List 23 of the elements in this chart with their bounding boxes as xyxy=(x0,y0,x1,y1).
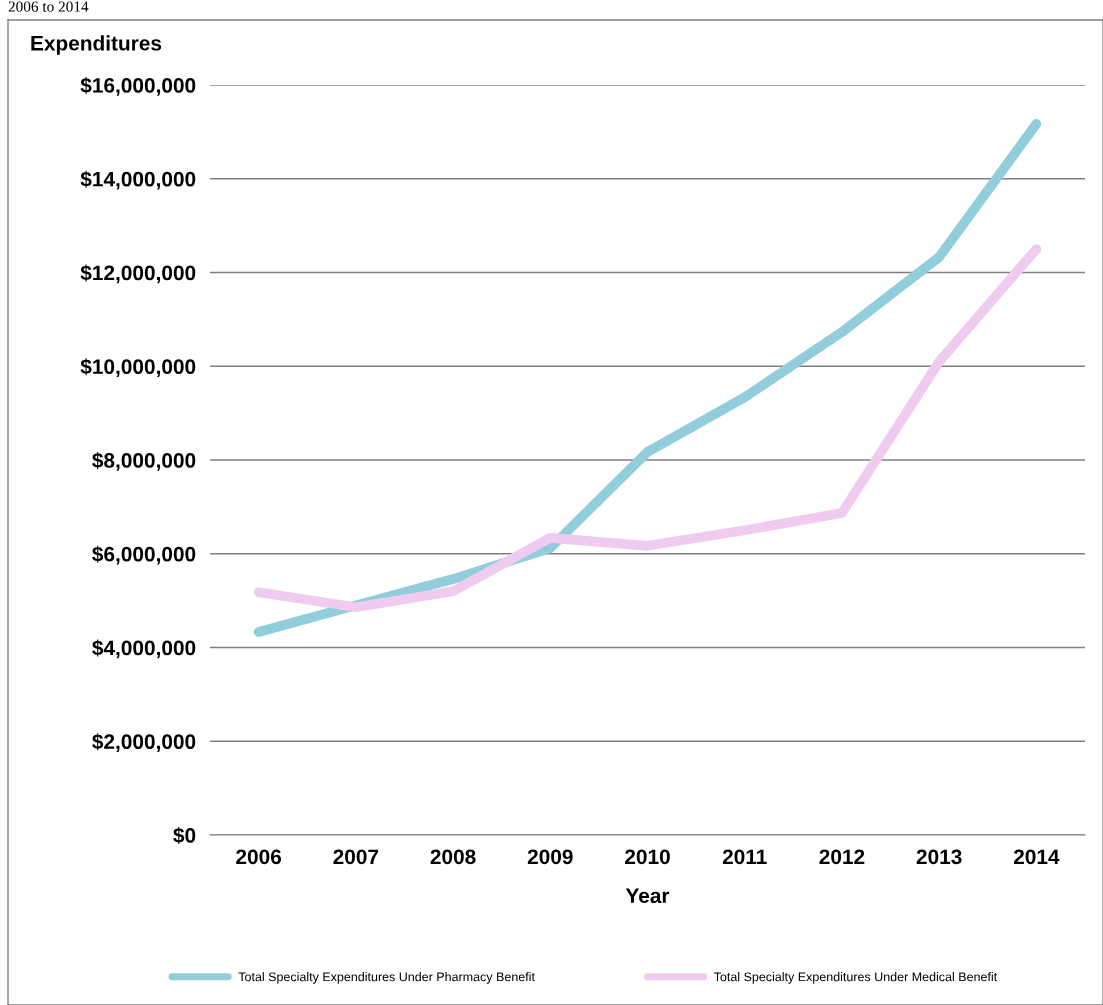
x-tick-label: 2011 xyxy=(722,849,767,865)
x-tick-label: 2013 xyxy=(916,849,962,865)
y-tick-label: $16,000,000 xyxy=(80,77,196,96)
y-tick-label: $12,000,000 xyxy=(80,264,196,284)
x-axis-title: Year xyxy=(625,888,670,904)
x-tick-label: 2010 xyxy=(625,849,670,865)
y-tick-label: $2,000,000 xyxy=(92,733,196,753)
x-tick-label: 2008 xyxy=(430,849,476,865)
y-tick-label: $10,000,000 xyxy=(80,358,196,378)
legend-label: Total Specialty Expenditures Under Pharmacy Benefit xyxy=(238,972,535,984)
y-tick-label: $4,000,000 xyxy=(92,639,196,659)
y-tick-label: $8,000,000 xyxy=(92,452,196,471)
x-tick-label: 2012 xyxy=(819,849,865,865)
x-tick-label: 2009 xyxy=(527,849,573,865)
y-tick-label: $14,000,000 xyxy=(80,170,196,190)
y-tick-label: $0 xyxy=(173,827,196,845)
legend-label: Total Specialty Expenditures Under Medical Benefit xyxy=(713,972,998,984)
y-tick-label: $6,000,000 xyxy=(92,545,196,565)
x-tick-label: 2014 xyxy=(1013,849,1060,865)
x-tick-label: 2006 xyxy=(236,849,282,865)
x-tick-label: 2007 xyxy=(333,849,379,865)
y-axis-title: Expenditures xyxy=(31,35,162,55)
text: 2006 to 2014 xyxy=(8,1,89,12)
